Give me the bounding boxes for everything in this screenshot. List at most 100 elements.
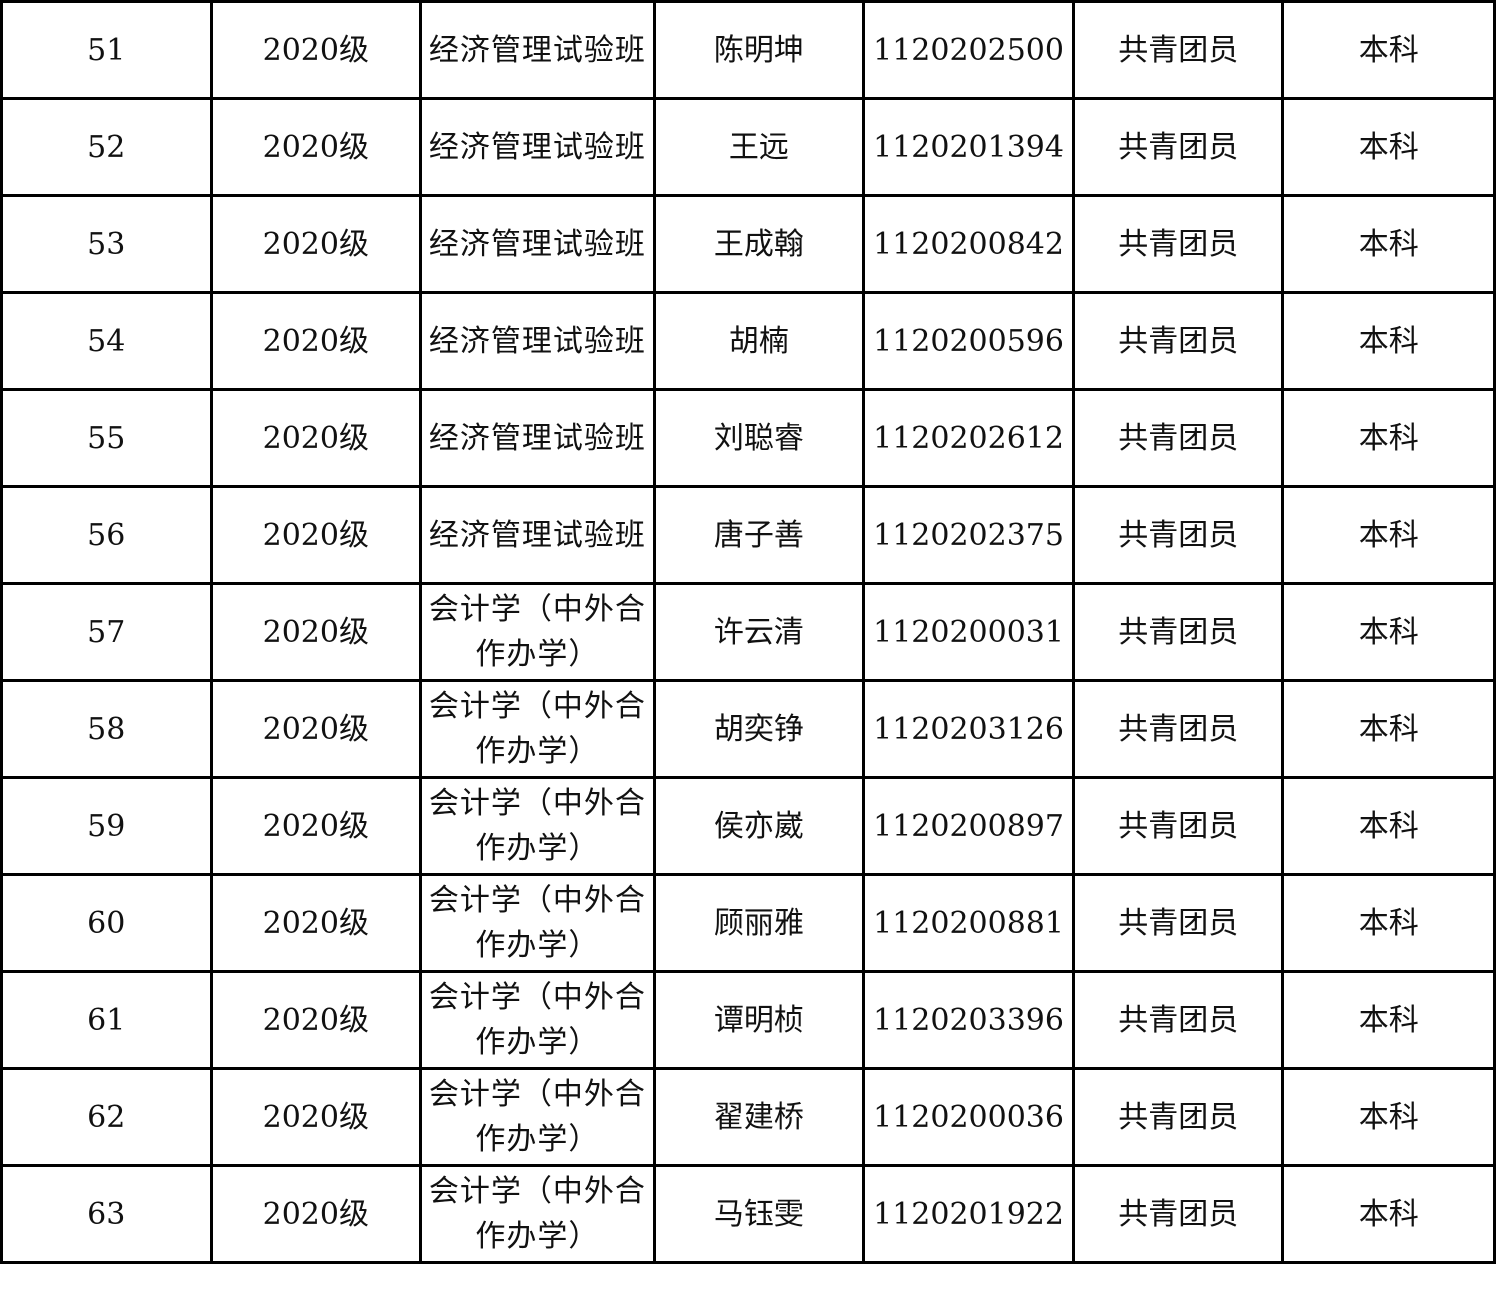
major-cell: 会计学（中外合作办学） — [419, 1164, 656, 1264]
major-cell: 经济管理试验班 — [419, 291, 656, 391]
grade-cell: 2020级 — [209, 485, 423, 585]
major-cell: 经济管理试验班 — [419, 0, 656, 100]
name-cell: 顾丽雅 — [652, 873, 866, 973]
table-row: 52 2020级 经济管理试验班 王远 1120201394 共青团员 本科 — [0, 97, 1496, 197]
name-cell: 马钰雯 — [652, 1164, 866, 1264]
political-status-cell: 共青团员 — [1072, 582, 1285, 682]
grade-cell: 2020级 — [209, 1067, 423, 1167]
name-cell: 侯亦崴 — [652, 776, 866, 876]
major-cell: 会计学（中外合作办学） — [419, 873, 656, 973]
political-status-cell: 共青团员 — [1072, 1164, 1285, 1264]
index-cell: 57 — [0, 582, 213, 682]
grade-cell: 2020级 — [209, 0, 423, 100]
table-row: 59 2020级 会计学（中外合作办学） 侯亦崴 1120200897 共青团员 本科 — [0, 776, 1496, 876]
grade-cell: 2020级 — [209, 291, 423, 391]
name-cell: 许云清 — [652, 582, 866, 682]
grade-cell: 2020级 — [209, 582, 423, 682]
student-id-cell: 1120200596 — [862, 291, 1076, 391]
major-cell: 会计学（中外合作办学） — [419, 1067, 656, 1167]
political-status-cell: 共青团员 — [1072, 485, 1285, 585]
name-cell: 胡奕铮 — [652, 679, 866, 779]
table-row: 53 2020级 经济管理试验班 王成翰 1120200842 共青团员 本科 — [0, 194, 1496, 294]
table-row: 61 2020级 会计学（中外合作办学） 谭明桢 1120203396 共青团员 本科 — [0, 970, 1496, 1070]
grade-cell: 2020级 — [209, 388, 423, 488]
major-cell: 会计学（中外合作办学） — [419, 582, 656, 682]
political-status-cell: 共青团员 — [1072, 0, 1285, 100]
student-id-cell: 1120201394 — [862, 97, 1076, 197]
table-row: 62 2020级 会计学（中外合作办学） 翟建桥 1120200036 共青团员 本科 — [0, 1067, 1496, 1167]
major-cell: 经济管理试验班 — [419, 97, 656, 197]
degree-cell: 本科 — [1281, 485, 1496, 585]
index-cell: 53 — [0, 194, 213, 294]
degree-cell: 本科 — [1281, 873, 1496, 973]
student-id-cell: 1120203126 — [862, 679, 1076, 779]
grade-cell: 2020级 — [209, 776, 423, 876]
name-cell: 王成翰 — [652, 194, 866, 294]
major-cell: 会计学（中外合作办学） — [419, 970, 656, 1070]
student-id-cell: 1120202375 — [862, 485, 1076, 585]
student-id-cell: 1120200036 — [862, 1067, 1076, 1167]
index-cell: 63 — [0, 1164, 213, 1264]
political-status-cell: 共青团员 — [1072, 291, 1285, 391]
student-id-cell: 1120202500 — [862, 0, 1076, 100]
political-status-cell: 共青团员 — [1072, 388, 1285, 488]
major-cell: 经济管理试验班 — [419, 388, 656, 488]
name-cell: 王远 — [652, 97, 866, 197]
student-id-cell: 1120202612 — [862, 388, 1076, 488]
degree-cell: 本科 — [1281, 582, 1496, 682]
major-cell: 经济管理试验班 — [419, 194, 656, 294]
index-cell: 52 — [0, 97, 213, 197]
major-cell: 会计学（中外合作办学） — [419, 679, 656, 779]
table-row: 54 2020级 经济管理试验班 胡楠 1120200596 共青团员 本科 — [0, 291, 1496, 391]
student-id-cell: 1120200842 — [862, 194, 1076, 294]
student-id-cell: 1120201922 — [862, 1164, 1076, 1264]
degree-cell: 本科 — [1281, 97, 1496, 197]
index-cell: 54 — [0, 291, 213, 391]
name-cell: 陈明坤 — [652, 0, 866, 100]
table-row: 60 2020级 会计学（中外合作办学） 顾丽雅 1120200881 共青团员 本科 — [0, 873, 1496, 973]
table-row: 55 2020级 经济管理试验班 刘聪睿 1120202612 共青团员 本科 — [0, 388, 1496, 488]
index-cell: 62 — [0, 1067, 213, 1167]
grade-cell: 2020级 — [209, 970, 423, 1070]
table-body: 51 2020级 经济管理试验班 陈明坤 1120202500 共青团员 本科 52 2020级… — [0, 0, 1496, 1264]
student-id-cell: 1120200897 — [862, 776, 1076, 876]
name-cell: 翟建桥 — [652, 1067, 866, 1167]
political-status-cell: 共青团员 — [1072, 776, 1285, 876]
index-cell: 59 — [0, 776, 213, 876]
degree-cell: 本科 — [1281, 1164, 1496, 1264]
index-cell: 51 — [0, 0, 213, 100]
degree-cell: 本科 — [1281, 194, 1496, 294]
grade-cell: 2020级 — [209, 873, 423, 973]
index-cell: 61 — [0, 970, 213, 1070]
student-id-cell: 1120200881 — [862, 873, 1076, 973]
political-status-cell: 共青团员 — [1072, 194, 1285, 294]
grade-cell: 2020级 — [209, 97, 423, 197]
table-row: 63 2020级 会计学（中外合作办学） 马钰雯 1120201922 共青团员 本科 — [0, 1164, 1496, 1264]
political-status-cell: 共青团员 — [1072, 97, 1285, 197]
index-cell: 60 — [0, 873, 213, 973]
grade-cell: 2020级 — [209, 679, 423, 779]
name-cell: 刘聪睿 — [652, 388, 866, 488]
political-status-cell: 共青团员 — [1072, 970, 1285, 1070]
grade-cell: 2020级 — [209, 1164, 423, 1264]
table-row: 56 2020级 经济管理试验班 唐子善 1120202375 共青团员 本科 — [0, 485, 1496, 585]
grade-cell: 2020级 — [209, 194, 423, 294]
table-row: 57 2020级 会计学（中外合作办学） 许云清 1120200031 共青团员 本科 — [0, 582, 1496, 682]
major-cell: 经济管理试验班 — [419, 485, 656, 585]
index-cell: 56 — [0, 485, 213, 585]
student-id-cell: 1120200031 — [862, 582, 1076, 682]
major-cell: 会计学（中外合作办学） — [419, 776, 656, 876]
index-cell: 58 — [0, 679, 213, 779]
political-status-cell: 共青团员 — [1072, 873, 1285, 973]
political-status-cell: 共青团员 — [1072, 679, 1285, 779]
student-id-cell: 1120203396 — [862, 970, 1076, 1070]
degree-cell: 本科 — [1281, 776, 1496, 876]
degree-cell: 本科 — [1281, 388, 1496, 488]
degree-cell: 本科 — [1281, 0, 1496, 100]
degree-cell: 本科 — [1281, 679, 1496, 779]
degree-cell: 本科 — [1281, 291, 1496, 391]
degree-cell: 本科 — [1281, 1067, 1496, 1167]
index-cell: 55 — [0, 388, 213, 488]
table-row: 58 2020级 会计学（中外合作办学） 胡奕铮 1120203126 共青团员 本科 — [0, 679, 1496, 779]
name-cell: 唐子善 — [652, 485, 866, 585]
